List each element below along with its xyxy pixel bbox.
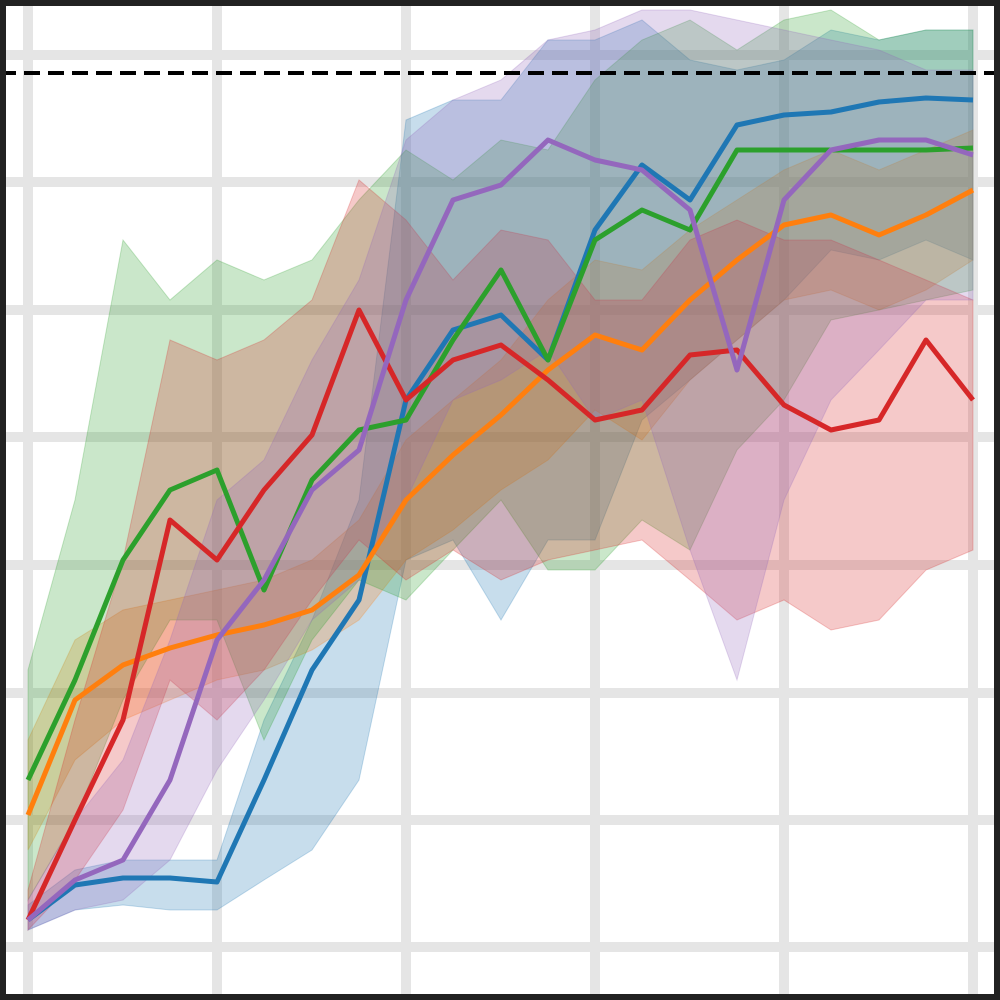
band <box>27 9 974 902</box>
lines <box>25 95 975 923</box>
line <box>25 307 975 922</box>
line <box>26 95 974 923</box>
band <box>27 9 974 931</box>
band <box>27 19 974 931</box>
line <box>25 145 974 782</box>
line <box>26 137 974 922</box>
line <box>25 187 975 816</box>
band <box>27 129 974 851</box>
